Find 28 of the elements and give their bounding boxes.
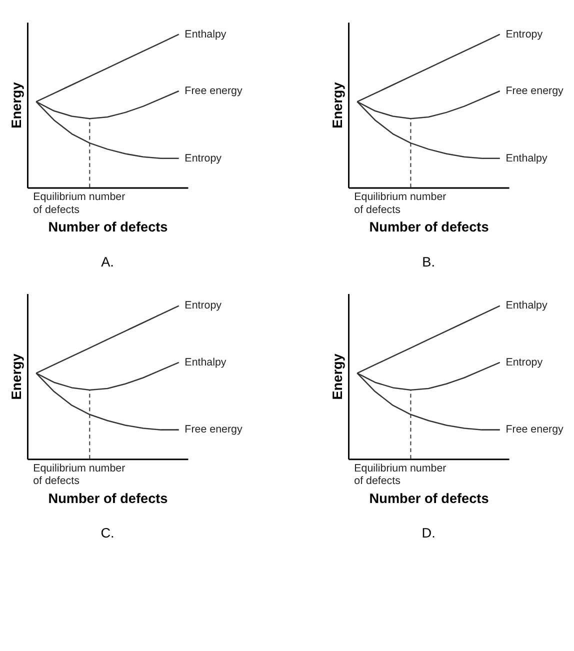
y-axis-title: Energy [330,353,345,400]
x-axis-title: Number of defects [369,220,490,235]
text: Equilibrium number of defects [354,462,447,488]
series-label: Entropy [184,152,222,164]
text: A. [101,254,114,270]
y-axis-title: Energy [8,353,24,400]
y-axis-title: Energy [8,82,24,128]
series-label: Entropy [506,28,544,40]
x-axis-title: Number of defects [48,220,168,235]
x-axis-title: Number of defects [369,491,490,506]
x-axis-title: Number of defects [48,491,168,506]
series-label: Free energy [184,424,243,436]
series-label: Enthalpy [506,152,548,164]
series-label: Entropy [506,356,544,368]
text: B. [422,254,435,270]
text: D. [422,526,436,541]
series-label: Free energy [506,424,564,436]
text: Equilibrium number of defects [33,462,126,488]
series-label: Free energy [506,84,564,97]
series-label: Enthalpy [184,28,227,40]
text: C. [100,526,114,541]
series-label: Enthalpy [506,300,548,312]
series-label: Enthalpy [184,356,227,368]
text: Equilibrium number of defects [33,191,126,216]
series-label: Free energy [184,84,243,97]
text: Equilibrium number of defects [354,191,447,216]
y-axis-title: Energy [330,82,345,128]
series-label: Entropy [184,300,222,312]
